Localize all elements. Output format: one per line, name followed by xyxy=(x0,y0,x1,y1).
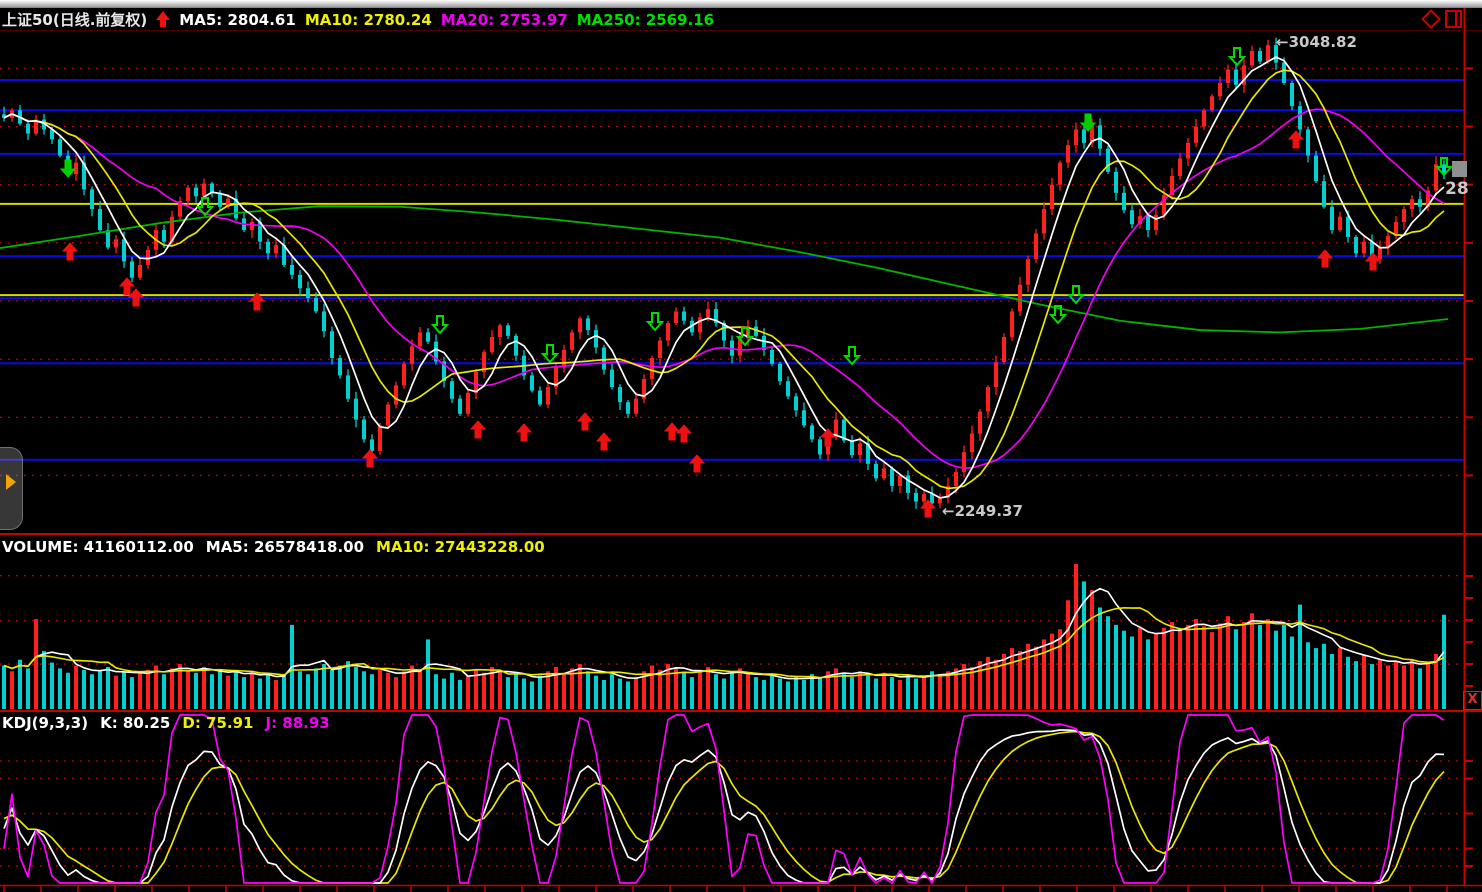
signal-arrows xyxy=(59,47,1454,518)
window-top-border xyxy=(0,0,1482,8)
split-window-icon[interactable] xyxy=(1445,10,1462,28)
volume-pane xyxy=(0,564,1464,709)
ma250-readout: MA250: 2569.16 xyxy=(576,10,715,29)
chart-title-bar: 上证50(日线.前复权) MA5: 2804.61 MA10: 2780.24 … xyxy=(2,9,714,30)
up-arrow-icon xyxy=(156,11,171,28)
panel-expander[interactable] xyxy=(0,447,23,530)
price-gridlines xyxy=(0,67,1464,477)
symbol-title: 上证50(日线.前复权) xyxy=(2,11,148,29)
last-price-label: 28 xyxy=(1445,179,1469,199)
expand-arrow-icon xyxy=(6,474,16,490)
ma5-readout: MA5: 2804.61 xyxy=(179,10,296,29)
last-price-marker xyxy=(1452,161,1467,177)
close-indicator-button[interactable]: X xyxy=(1463,691,1482,710)
ma10-readout: MA10: 2780.24 xyxy=(304,10,432,29)
ma20-readout: MA20: 2753.97 xyxy=(440,10,568,29)
kdj-pane xyxy=(0,714,1464,884)
titlebar-tools xyxy=(1421,9,1462,29)
chart-frame-axis xyxy=(0,8,1482,892)
price-pane xyxy=(0,37,1449,509)
